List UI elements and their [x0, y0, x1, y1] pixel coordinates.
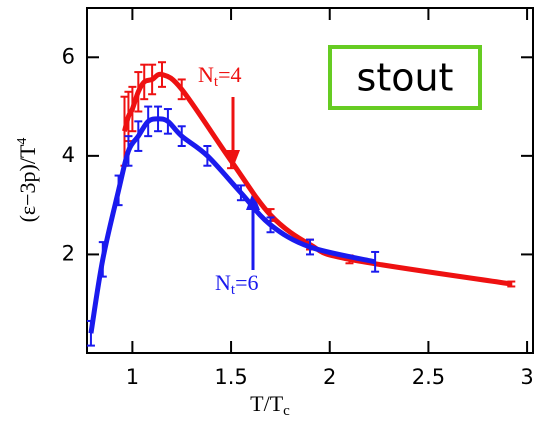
x-tick-label: 1.5	[214, 365, 247, 389]
error-bar	[371, 250, 380, 273]
series-label-rest: =6	[235, 270, 258, 295]
error-bar	[203, 145, 212, 167]
error-bar	[128, 85, 137, 133]
x-tick-label: 2	[323, 365, 336, 389]
error-bar	[134, 71, 143, 113]
series-label: Nt=6	[215, 270, 258, 298]
error-bar	[163, 108, 172, 135]
series-label-sub: t	[231, 282, 236, 298]
annotation-box	[328, 45, 482, 110]
series-label-rest: =4	[218, 62, 241, 87]
series-line	[122, 71, 512, 287]
y-label-sup: 4	[15, 138, 30, 145]
error-bar	[507, 280, 516, 288]
error-bar	[124, 90, 133, 143]
y-axis-label: (ε−3p)/T4	[15, 138, 40, 223]
y-tick-label: 6	[62, 44, 75, 68]
series-label: Nt=4	[198, 62, 241, 90]
annotation-text: stout	[357, 56, 454, 100]
x-tick-label: 2.5	[412, 365, 445, 389]
error-bar	[98, 241, 107, 278]
error-bar	[148, 63, 157, 96]
y-tick-label: 4	[62, 143, 75, 167]
error-bar	[306, 238, 314, 256]
error-bar	[154, 105, 163, 133]
error-bar	[227, 152, 236, 170]
y-label-main: (ε−3p)/T	[15, 144, 40, 222]
error-bar	[86, 319, 95, 347]
error-bar	[177, 78, 186, 101]
error-bar	[236, 184, 245, 202]
x-label-sub: c	[283, 403, 290, 419]
x-tick-label: 1	[126, 365, 139, 389]
y-tick-label: 2	[62, 241, 75, 265]
series-label-sub: t	[214, 74, 219, 90]
series-label-main: N	[198, 62, 214, 87]
x-axis-label: T/Tc	[250, 391, 290, 419]
x-tick-label: 3	[520, 365, 533, 389]
error-bar	[177, 125, 186, 147]
error-bar	[114, 174, 123, 207]
error-bar	[266, 216, 275, 234]
error-bar	[124, 135, 133, 167]
error-bar	[134, 120, 143, 152]
error-bar	[144, 105, 153, 138]
error-bar	[140, 63, 149, 101]
series-label-main: N	[215, 270, 231, 295]
x-label-main: T/T	[250, 391, 284, 416]
error-bar	[157, 61, 166, 88]
plot-frame	[86, 7, 534, 354]
